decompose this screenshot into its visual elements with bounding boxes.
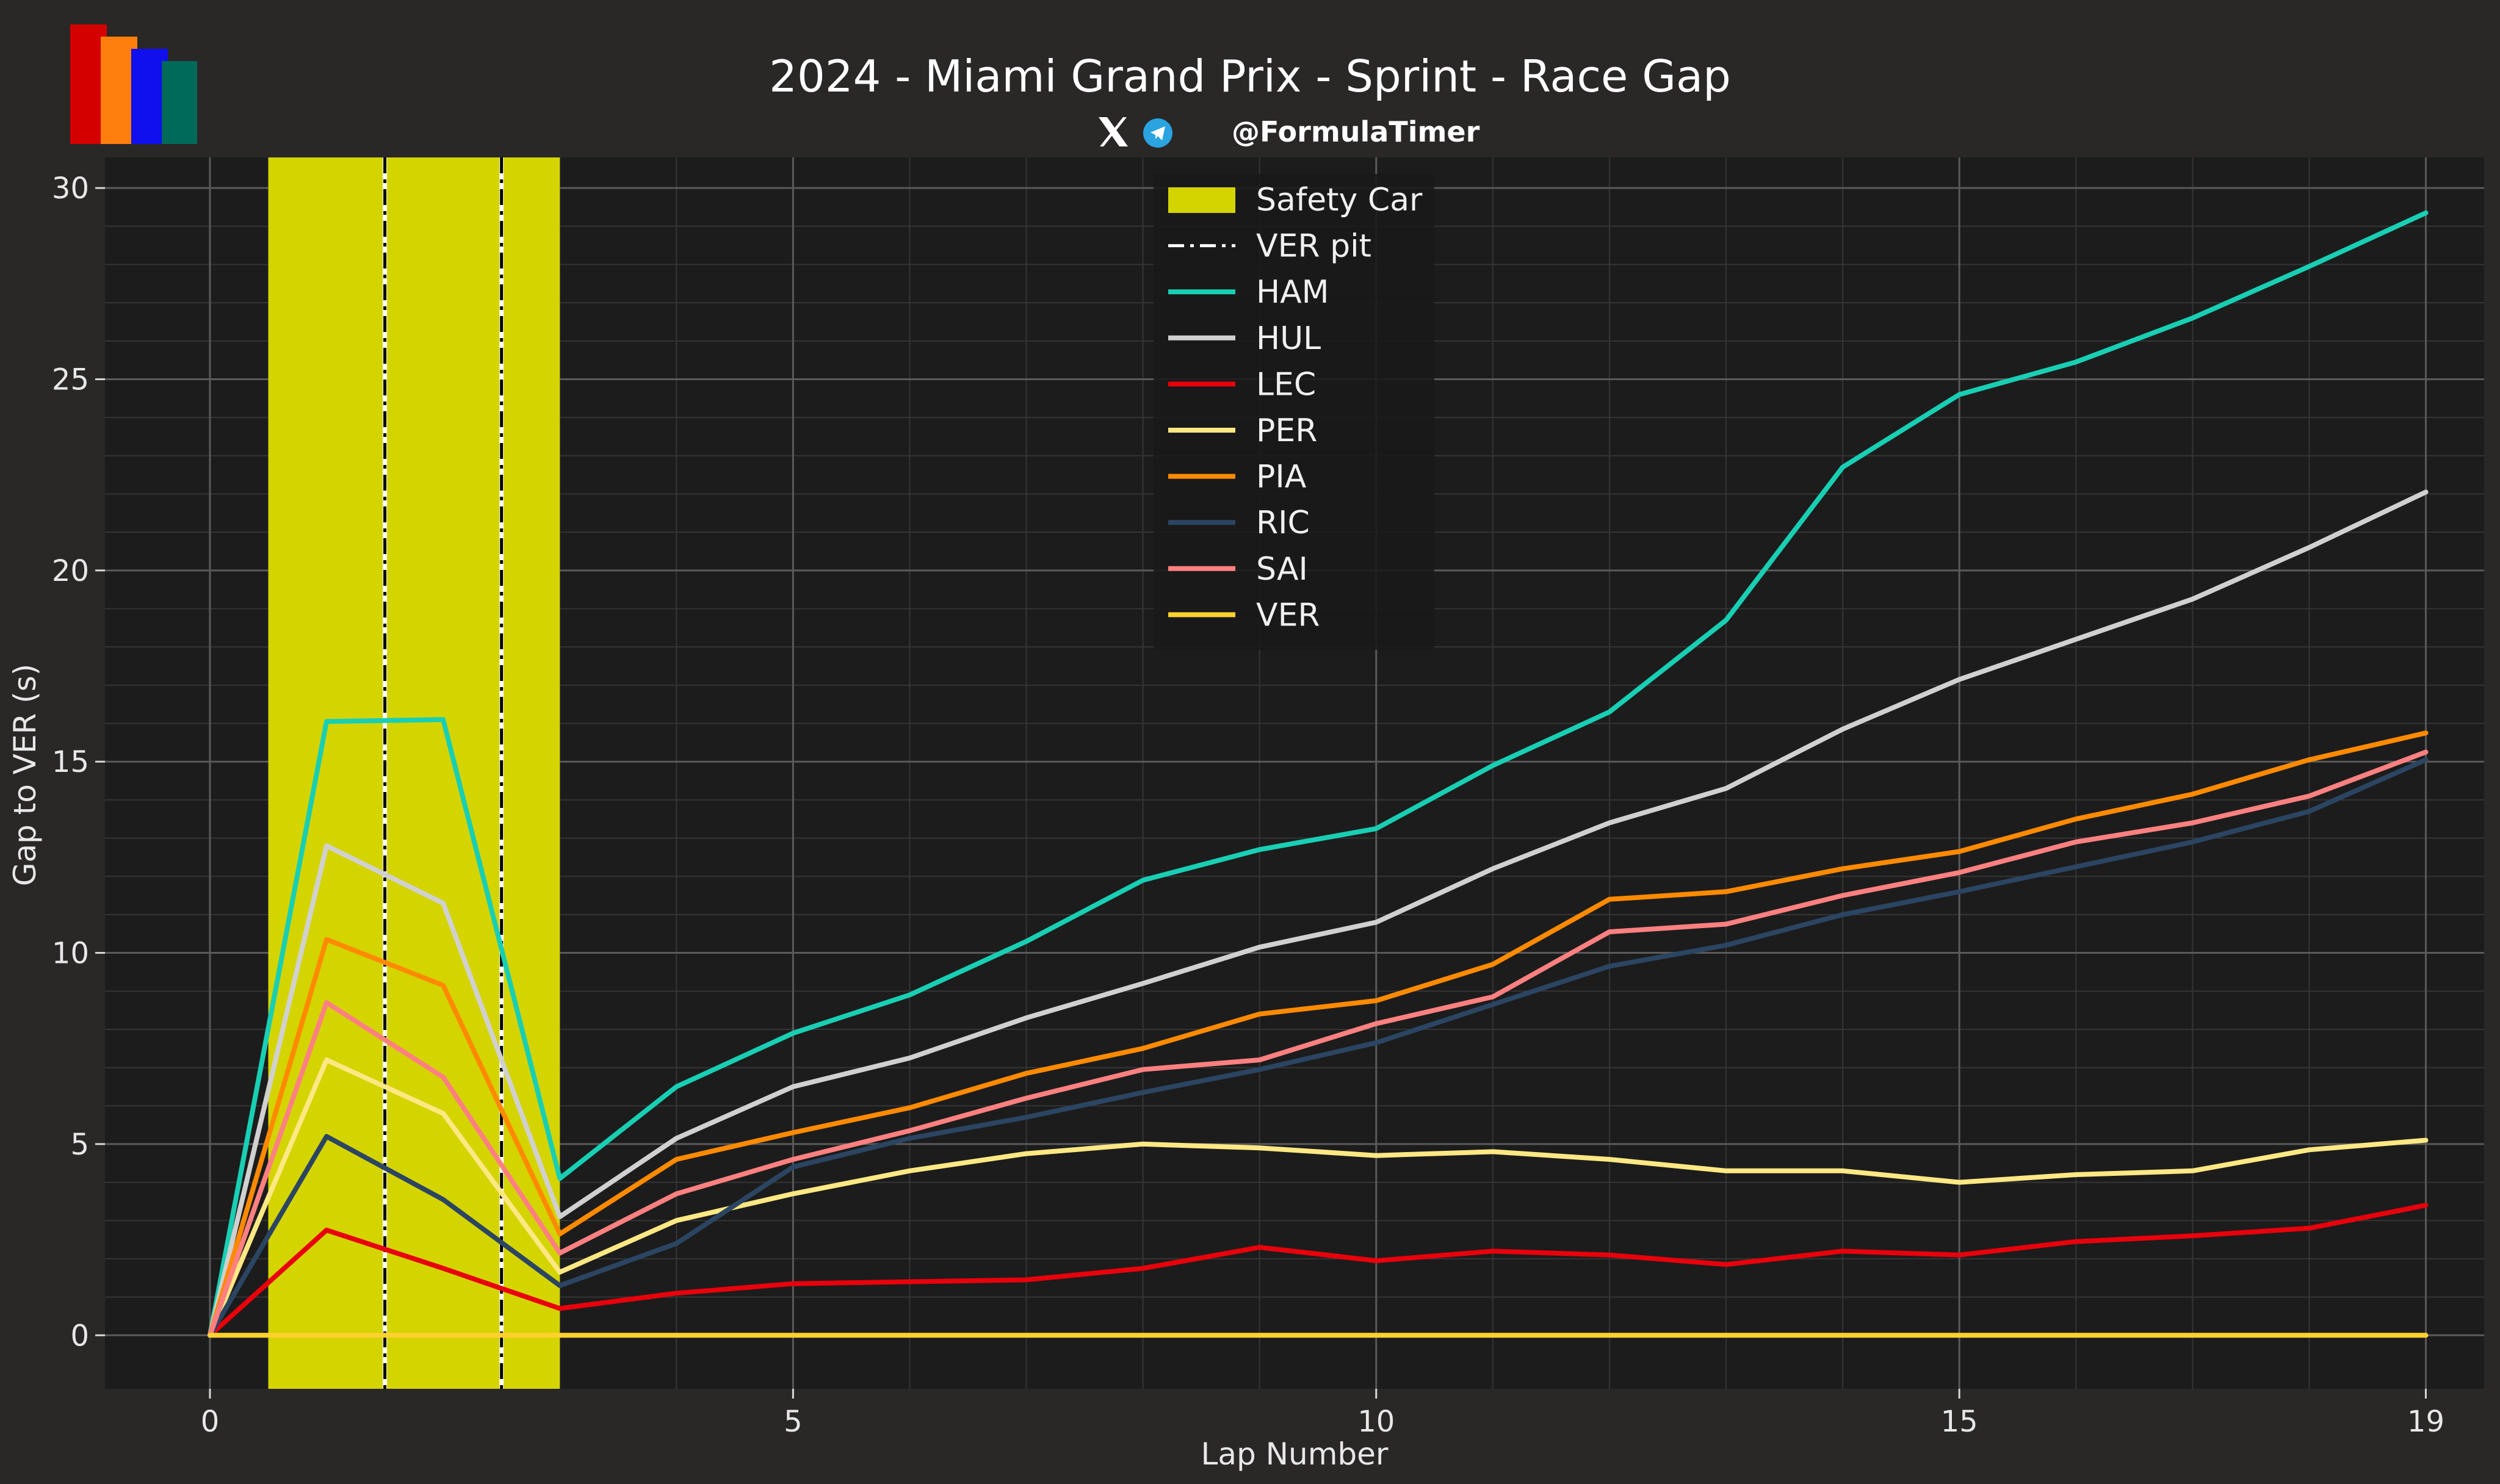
- legend-label-sai: SAI: [1256, 551, 1308, 588]
- social-handle: @FormulaTimer: [1232, 115, 1480, 148]
- x-axis-ticks: 0 5 10 15 19: [201, 1389, 2444, 1439]
- legend-label-pia: PIA: [1256, 459, 1307, 495]
- logo-bar-green: [162, 61, 197, 144]
- y-tick-label: 0: [70, 1319, 89, 1353]
- y-tick-label: 10: [52, 937, 89, 971]
- y-tick-label: 30: [52, 171, 89, 206]
- series-lines: [208, 210, 2429, 1338]
- series-line-lec: [208, 1203, 2429, 1338]
- series-line-sai: [208, 749, 2429, 1338]
- x-tick-label: 15: [1941, 1405, 1978, 1439]
- series-line-pia: [208, 730, 2429, 1338]
- x-tick-label: 0: [201, 1405, 220, 1439]
- y-axis-ticks: 0 5 10 15 20 25 30: [52, 171, 105, 1353]
- legend-label-ver: VER: [1256, 597, 1320, 633]
- social-handle-row: @FormulaTimer: [1099, 115, 1480, 148]
- legend-label-ver-pit: VER pit: [1256, 228, 1371, 265]
- x-tick-label: 10: [1357, 1405, 1395, 1439]
- y-tick-label: 25: [52, 362, 89, 397]
- series-line-per: [208, 1057, 2429, 1338]
- safety-car-band: [268, 157, 560, 1389]
- y-tick-label: 20: [52, 554, 89, 588]
- legend-label-safety-car: Safety Car: [1256, 182, 1423, 218]
- ver-pit-lines: [383, 157, 504, 1389]
- x-logo-icon: [1099, 117, 1128, 146]
- y-axis-label: Gap to VER (s): [7, 664, 43, 887]
- legend-label-per: PER: [1256, 412, 1317, 449]
- series-line-hul: [208, 489, 2429, 1338]
- formula-timer-logo: [70, 24, 197, 144]
- y-tick-label: 15: [52, 745, 89, 779]
- telegram-icon: [1143, 118, 1172, 148]
- legend-label-ric: RIC: [1256, 505, 1310, 541]
- chart-title: 2024 - Miami Grand Prix - Sprint - Race …: [769, 51, 1731, 102]
- x-tick-label: 19: [2407, 1405, 2444, 1439]
- legend-label-lec: LEC: [1256, 366, 1316, 403]
- legend-label-hul: HUL: [1256, 320, 1321, 357]
- series-line-ham: [208, 210, 2429, 1338]
- series-line-ric: [208, 757, 2429, 1338]
- x-tick-label: 5: [784, 1405, 803, 1439]
- x-axis-label: Lap Number: [1201, 1436, 1389, 1472]
- legend: Safety Car VER pit HAM HUL LEC PER PIA RIC SAI VE…: [1154, 174, 1434, 650]
- legend-label-ham: HAM: [1256, 274, 1329, 311]
- y-tick-label: 5: [70, 1128, 89, 1162]
- legend-swatch-safety-car: [1168, 187, 1235, 213]
